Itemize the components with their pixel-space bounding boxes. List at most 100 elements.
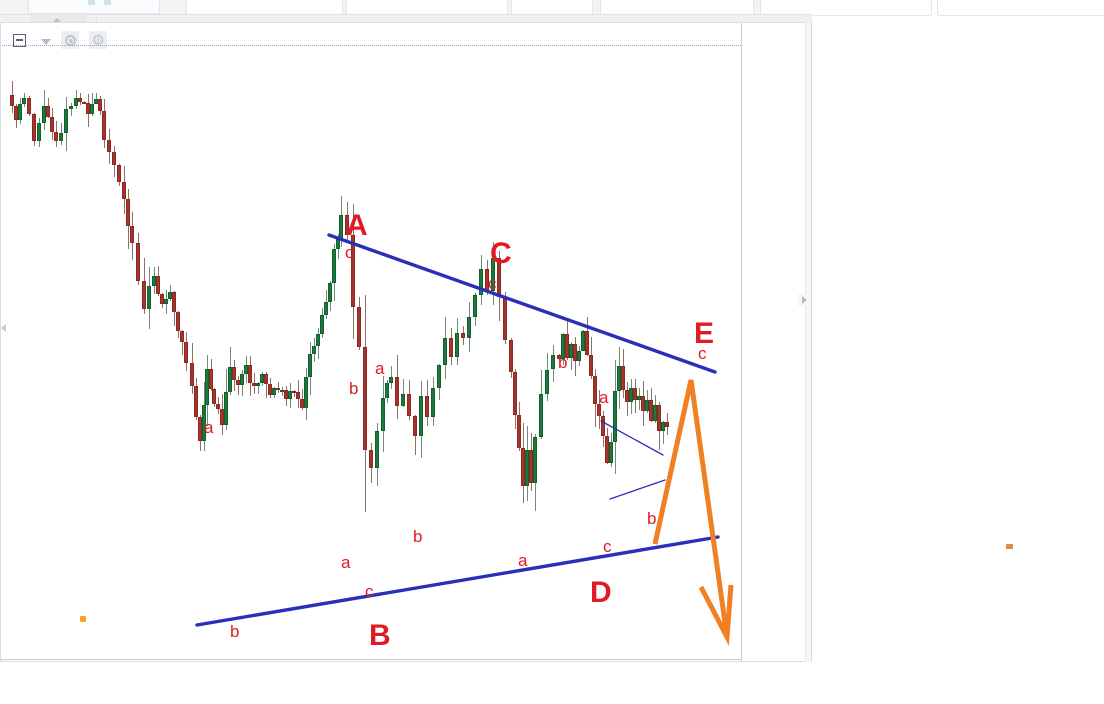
candle-body [122, 181, 126, 199]
candle-body [220, 408, 224, 425]
candle-body [413, 416, 417, 437]
candlestick-plot[interactable] [2, 45, 741, 659]
chart-header: ⚙ [13, 31, 107, 49]
candle-body [280, 389, 284, 392]
subwave-label-c-14: c [698, 344, 707, 363]
candle-body [509, 340, 513, 373]
candle-body [224, 392, 228, 425]
browser-tab[interactable] [28, 0, 160, 14]
candle-wick [278, 382, 279, 393]
candle-body [18, 103, 22, 121]
subwave-label-b-10: b [558, 353, 568, 372]
candle-body [357, 307, 361, 347]
current-price-line [2, 45, 741, 46]
scroll-handle[interactable] [1, 318, 8, 340]
subwave-label-b-7: b [413, 527, 423, 546]
candle-body [276, 388, 280, 391]
candle-body [82, 101, 86, 104]
candle-body [407, 393, 411, 417]
candle-body [69, 105, 73, 110]
candle-body [164, 299, 168, 304]
subwave-label-a-1: a [204, 418, 214, 437]
candle-body [521, 448, 525, 486]
candle-body [194, 386, 198, 417]
subwave-label-b-3: b [349, 379, 359, 398]
time-axis[interactable] [1, 659, 741, 690]
candle-body [32, 113, 36, 141]
candle-body [212, 388, 216, 405]
wave-label-B: B [369, 619, 391, 652]
toolbar-field[interactable] [937, 0, 1104, 16]
candle-body [190, 363, 194, 387]
candle-body [645, 400, 649, 411]
candle-body [168, 292, 172, 300]
candle-body [78, 97, 82, 102]
candle-body [112, 152, 116, 166]
wave-label-E: E [694, 317, 715, 350]
subwave-label-c-6: c [365, 582, 374, 601]
chevron-down-icon[interactable] [41, 38, 51, 45]
candle-body [22, 97, 26, 104]
browser-toolbar [0, 0, 1104, 29]
gear-icon[interactable]: ⚙ [89, 31, 107, 49]
candle-body [369, 449, 373, 468]
stray-marker-icon [1006, 544, 1013, 549]
candle-body [613, 391, 617, 442]
candle-wick [403, 379, 404, 407]
wave-label-A: A [346, 209, 368, 242]
candle-body [232, 367, 236, 381]
expand-panel-icon[interactable] [798, 294, 810, 306]
subwave-label-c-12: c [603, 537, 612, 556]
candle-body [621, 365, 625, 390]
candle-body [625, 389, 629, 403]
candle-body [385, 383, 389, 398]
toolbar-field[interactable] [760, 0, 932, 16]
candle-body [300, 399, 304, 408]
subwave-label-a-4: a [375, 359, 385, 378]
candle-body [264, 374, 268, 385]
candle-body [641, 396, 645, 411]
candle-body [525, 449, 529, 486]
subwave-label-b-2: b [230, 622, 240, 641]
candle-body [102, 110, 106, 140]
candle-body [335, 238, 340, 249]
candle-body [381, 397, 385, 431]
collapse-icon[interactable] [13, 33, 26, 47]
candle-body [503, 297, 507, 341]
candle-body [107, 139, 111, 152]
tab-pip-icon [104, 0, 111, 5]
candle-body [479, 268, 483, 296]
candle-body [130, 226, 134, 244]
candle-body [147, 286, 151, 309]
candle-body [10, 94, 14, 107]
candle-body [601, 415, 605, 436]
candle-body [216, 404, 220, 409]
panel-divider[interactable] [805, 22, 811, 662]
candle-wick [266, 372, 267, 398]
candle-body [244, 364, 248, 375]
candle-body [152, 275, 156, 287]
candle-body [180, 330, 184, 343]
candle-body [533, 437, 537, 483]
candle-body [363, 346, 367, 450]
candle-body [50, 116, 54, 133]
subwave-label-a-5: a [341, 553, 351, 572]
candle-body [425, 396, 429, 417]
candle-body [304, 377, 308, 408]
price-axis[interactable] [741, 23, 812, 661]
candle-body [292, 390, 296, 393]
candle-body [467, 317, 471, 339]
candle-body [74, 97, 78, 106]
candle-body [184, 342, 188, 364]
candle-body [176, 311, 180, 331]
candle-body [256, 383, 260, 387]
candle-body [633, 388, 637, 401]
candle-body [86, 103, 90, 114]
target-icon[interactable] [61, 31, 79, 49]
candle-body [312, 346, 316, 355]
candle-body [54, 132, 58, 142]
candle-body [248, 364, 252, 383]
candle-body [545, 369, 549, 394]
candle-wick [96, 93, 97, 104]
